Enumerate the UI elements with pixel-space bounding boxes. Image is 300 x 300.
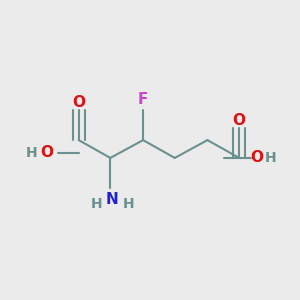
Text: O: O <box>233 113 246 128</box>
Text: F: F <box>138 92 148 107</box>
Text: O: O <box>72 95 85 110</box>
Text: N: N <box>106 192 119 207</box>
Text: H: H <box>91 196 102 211</box>
Text: H: H <box>265 151 277 165</box>
Text: O: O <box>250 150 263 165</box>
Text: H: H <box>25 146 37 160</box>
Text: H: H <box>122 196 134 211</box>
Text: O: O <box>40 146 53 160</box>
